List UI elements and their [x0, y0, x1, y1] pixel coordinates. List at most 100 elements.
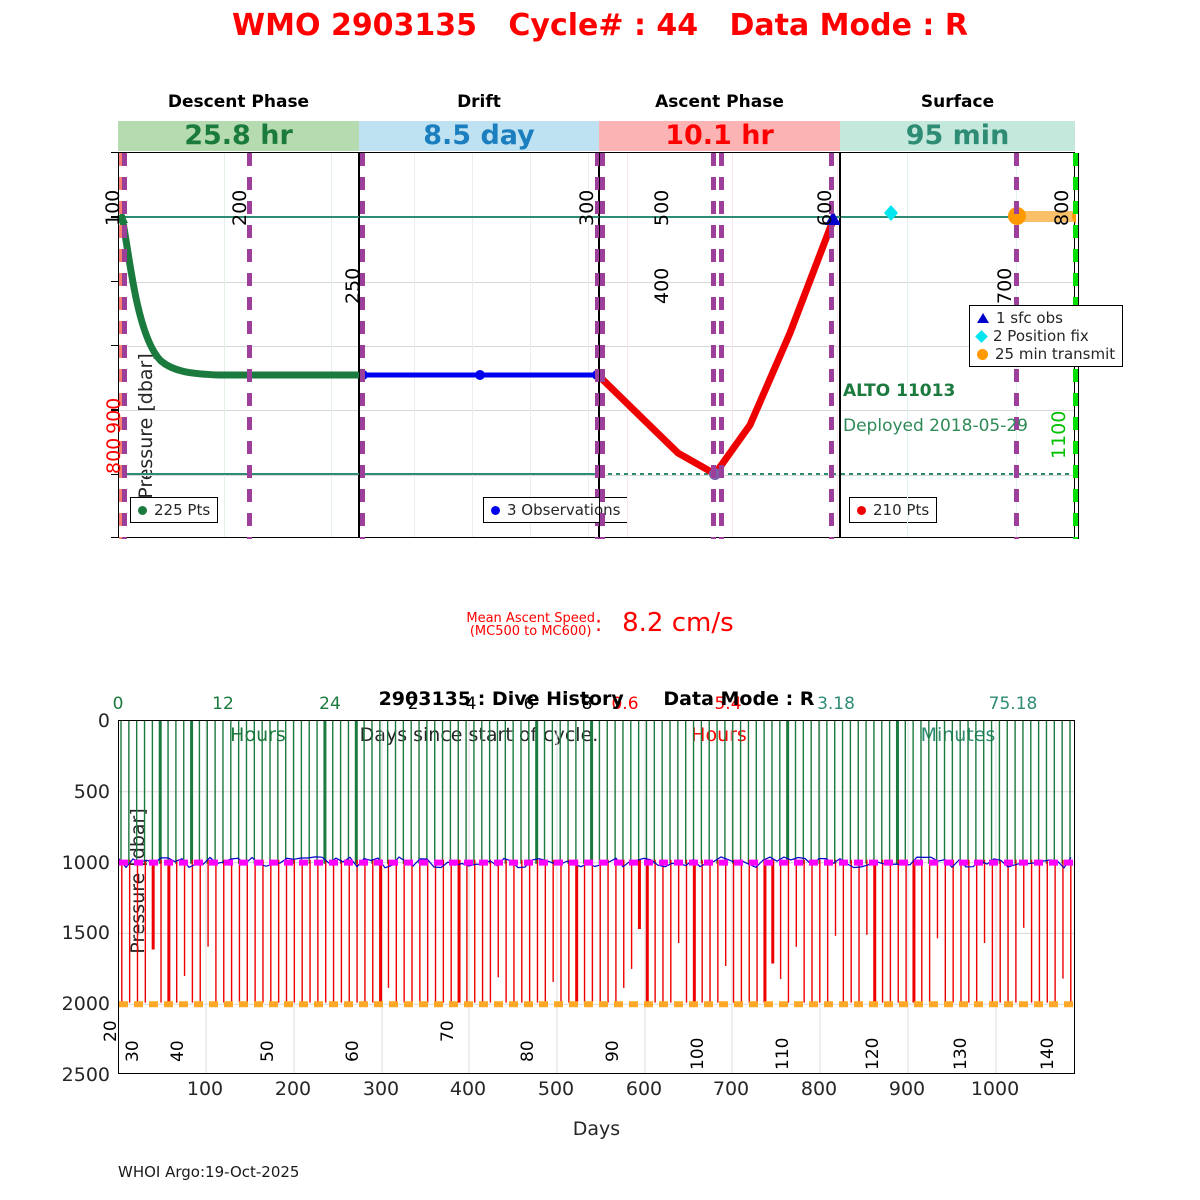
cycle-label-100: 100 — [688, 1037, 708, 1070]
profile-depth-dotted-line — [841, 473, 1076, 475]
mean-ascent-speed-value: 8.2 cm/s — [622, 608, 734, 638]
float-id-label: ALTO 11013 — [843, 381, 956, 401]
legend-label: 3 Observations — [507, 501, 621, 519]
xtick-drift-4: 4 — [465, 694, 477, 714]
legend-descent-points: 225 Pts — [130, 497, 219, 523]
dive-xtick-100: 100 — [186, 1078, 224, 1100]
mc-marker-900 — [122, 153, 127, 539]
dive-xtick-1000: 1000 — [970, 1078, 1020, 1100]
surface-reference-line — [360, 216, 600, 218]
phase-duration-drift: 8.5 day — [359, 121, 599, 151]
phase-header-ascent: Ascent Phase — [655, 92, 784, 112]
cycle-label-30: 30 — [123, 1040, 143, 1062]
xtick-drift-6: 6 — [523, 694, 535, 714]
cycle-label-90: 90 — [603, 1040, 623, 1062]
dive-xtick-900: 900 — [888, 1078, 926, 1100]
mc-label-200: 200 — [229, 189, 251, 226]
mc-marker-300-edge — [600, 153, 605, 539]
footer-credit: WHOI Argo:19-Oct-2025 — [118, 1163, 300, 1181]
mc-marker-600 — [829, 153, 834, 539]
phase-duration-descent: 25.8 hr — [118, 121, 359, 151]
mc-label-100: 100 — [102, 189, 124, 226]
ytick-mark — [111, 537, 118, 539]
mc-marker-500 — [719, 153, 724, 539]
dive-ytick-2000: 2000 — [61, 993, 110, 1015]
legend-label: 1 sfc obs — [996, 309, 1063, 327]
legend-label: 210 Pts — [873, 501, 930, 519]
dive-ytick-1500: 1500 — [61, 922, 110, 944]
mc-marker-200 — [247, 153, 252, 539]
ytick-mark — [111, 409, 118, 411]
mean-ascent-speed-label: Mean Ascent Speed (MC500 to MC600) — [466, 612, 595, 638]
cycle-label-110: 110 — [773, 1037, 793, 1070]
xtick-descent-24: 24 — [319, 694, 341, 714]
dive-xtick-700: 700 — [712, 1078, 750, 1100]
legend-label: 225 Pts — [154, 501, 211, 519]
xtick-surface-75-18: 75.18 — [988, 694, 1038, 714]
ytick-mark — [111, 473, 118, 475]
phase-header-drift: Drift — [457, 92, 501, 112]
xaxis-title-descent: Hours — [230, 724, 286, 746]
park-reference-line — [119, 473, 360, 475]
cycle-label-20: 20 — [101, 1020, 121, 1042]
mc-label-500: 500 — [651, 189, 673, 226]
dive-xtick-800: 800 — [800, 1078, 838, 1100]
mc-label-400: 400 — [651, 267, 673, 304]
ytick-mark — [111, 345, 118, 347]
cycle-label-130: 130 — [951, 1037, 971, 1070]
phase-duration-ascent: 10.1 hr — [599, 121, 840, 151]
dive-history-axes — [118, 720, 1075, 1074]
cycle-label-120: 120 — [863, 1037, 883, 1070]
xtick-ascent-5-4: 5.4 — [714, 694, 742, 714]
legend-label: 25 min transmit — [995, 345, 1116, 363]
xtick-ascent-0-6: 0.6 — [611, 694, 639, 714]
dive-xtick-300: 300 — [362, 1078, 400, 1100]
red-dot-icon — [857, 505, 866, 515]
dive-ytick-0: 0 — [97, 710, 110, 732]
panel-surface: 1 sfc obs 2 Position fix 25 min transmit… — [840, 152, 1124, 539]
blue-dot-icon — [491, 505, 500, 515]
mc-marker-400 — [711, 153, 716, 539]
cycle-label-140: 140 — [1038, 1037, 1058, 1070]
phase-header-descent: Descent Phase — [167, 92, 310, 112]
mc-marker-100 — [119, 153, 124, 539]
dive-xtick-200: 200 — [274, 1078, 312, 1100]
dive-history-title: 2903135 : Dive History Data Mode : R — [378, 688, 815, 710]
green-dot-icon — [138, 505, 147, 515]
mc-label-600: 600 — [814, 189, 836, 226]
cycle-label-40: 40 — [168, 1040, 188, 1062]
xtick-descent-12: 12 — [212, 694, 234, 714]
legend-surface-markers: 1 sfc obs 2 Position fix 25 min transmit — [969, 305, 1124, 367]
cycle-label-70: 70 — [438, 1020, 458, 1042]
ytick-mark — [111, 152, 118, 154]
mc-label-900: 900 — [103, 397, 125, 434]
legend-label: 2 Position fix — [993, 327, 1089, 345]
dive-xtick-500: 500 — [537, 1078, 575, 1100]
drift-profile-line — [360, 370, 600, 380]
dive-ytick-2500: 2500 — [61, 1064, 110, 1086]
xaxis-title-surface: Minutes — [920, 724, 996, 746]
panel-drift: 3 Observations — [359, 152, 629, 539]
cycle-label-60: 60 — [343, 1040, 363, 1062]
dive-x-axis-title: Days — [572, 1118, 621, 1140]
xtick-ascent-3-18: 3.18 — [817, 694, 855, 714]
mc-label-300: 300 — [576, 189, 598, 226]
dive-history-series — [119, 721, 1074, 1073]
legend-ascent-points: 210 Pts — [849, 497, 938, 523]
dive-xtick-400: 400 — [449, 1078, 487, 1100]
dive-ytick-1000: 1000 — [61, 852, 110, 874]
phase-duration-surface: 95 min — [840, 121, 1075, 151]
mean-ascent-speed-colon: : — [594, 612, 603, 636]
page-title: WMO 2903135 Cycle# : 44 Data Mode : R — [232, 8, 968, 43]
ytick-mark — [111, 280, 118, 282]
xtick-drift-2: 2 — [407, 694, 419, 714]
surface-reference-line — [119, 216, 360, 218]
phase-header-surface: Surface — [920, 92, 995, 112]
mc-label-700: 700 — [994, 267, 1016, 304]
xtick-drift-8: 8 — [581, 694, 593, 714]
mc-label-1100: 1100 — [1048, 410, 1070, 459]
mean-ascent-speed-line2: (MC500 to MC600) — [469, 624, 592, 639]
mission-timeline-plot: Pressure [dbar] -500 0 500 1000 1500 200… — [102, 92, 1124, 746]
panel-descent: 225 Pts — [118, 152, 360, 539]
cycle-label-80: 80 — [518, 1040, 538, 1062]
